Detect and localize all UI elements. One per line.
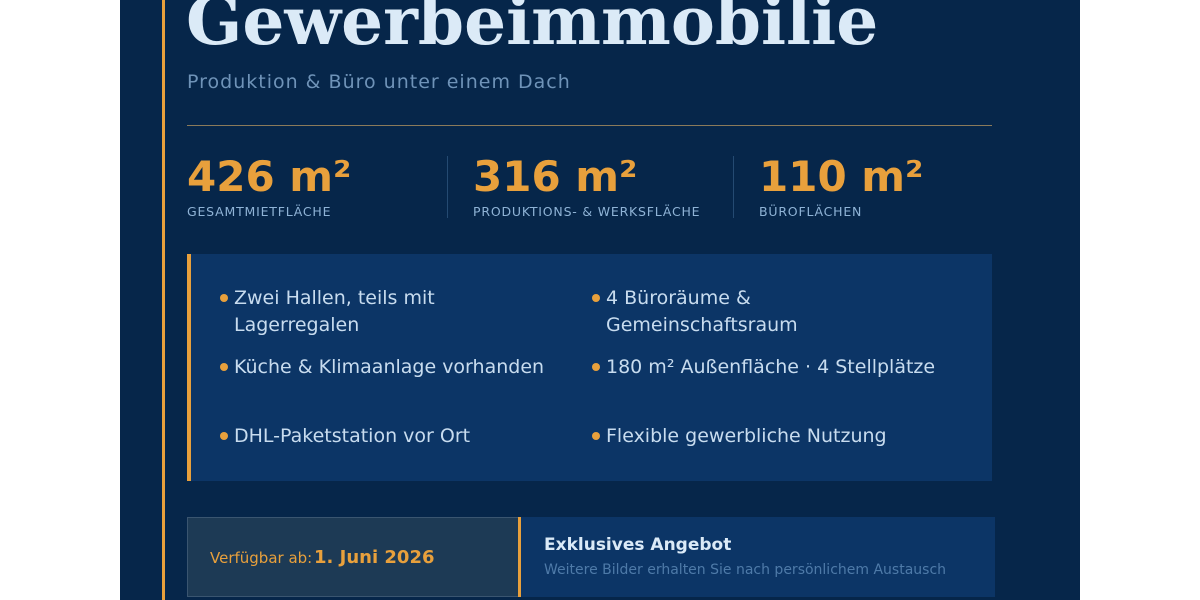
title: Gewerbeimmobilie: [186, 0, 879, 60]
feature-box: Zwei Hallen, teils mit Lagerregalen 4 Bür…: [187, 254, 992, 481]
offer-title: Exklusives Angebot: [544, 535, 732, 555]
feature-text: Flexible gewerbliche Nutzung: [606, 425, 887, 447]
divider: [187, 125, 992, 126]
feature-item: 4 Büroräume & Gemeinschaftsraum: [592, 285, 936, 339]
bullet: [592, 432, 600, 440]
availability-box: Verfügbar ab: 1. Juni 2026: [187, 517, 520, 597]
stat-label: GESAMTMIETFLÄCHE: [187, 204, 332, 219]
feature-item: 180 m² Außenfläche · 4 Stellplätze: [592, 354, 936, 381]
bullet: [592, 294, 600, 302]
listing-panel: Gewerbeimmobilie Produktion & Büro unter…: [120, 0, 1080, 600]
accent-bar: [162, 0, 165, 600]
stat-value: 110 m²: [759, 152, 924, 201]
stat: 316 m² PRODUKTIONS- & WERKSFLÄCHE: [473, 152, 733, 219]
stat: 110 m² BÜROFLÄCHEN: [759, 152, 1019, 219]
offer-box: Exklusives Angebot Weitere Bilder erhalt…: [518, 517, 995, 597]
stat-value: 426 m²: [187, 152, 352, 201]
availability-date: 1. Juni 2026: [314, 547, 435, 568]
separator: [733, 156, 734, 218]
subtitle: Produktion & Büro unter einem Dach: [187, 71, 571, 93]
bullet: [592, 363, 600, 371]
feature-item: Flexible gewerbliche Nutzung: [592, 423, 936, 450]
feature-item: Zwei Hallen, teils mit Lagerregalen: [220, 285, 564, 339]
feature-item: DHL-Paketstation vor Ort: [220, 423, 564, 450]
feature-item: Küche & Klimaanlage vorhanden: [220, 354, 564, 381]
separator: [447, 156, 448, 218]
availability-label: Verfügbar ab:: [210, 549, 313, 567]
bullet: [220, 432, 228, 440]
feature-text: 4 Büroräume & Gemeinschaftsraum: [606, 287, 798, 336]
stat-label: PRODUKTIONS- & WERKSFLÄCHE: [473, 204, 701, 219]
feature-text: DHL-Paketstation vor Ort: [234, 425, 471, 447]
stat-label: BÜROFLÄCHEN: [759, 204, 863, 219]
stat-value: 316 m²: [473, 152, 638, 201]
bullet: [220, 363, 228, 371]
offer-text: Weitere Bilder erhalten Sie nach persönl…: [544, 562, 947, 578]
feature-text: Küche & Klimaanlage vorhanden: [234, 356, 545, 378]
feature-text: Zwei Hallen, teils mit Lagerregalen: [234, 287, 435, 336]
bullet: [220, 294, 228, 302]
feature-text: 180 m² Außenfläche · 4 Stellplätze: [606, 356, 936, 378]
stat: 426 m² GESAMTMIETFLÄCHE: [187, 152, 447, 219]
